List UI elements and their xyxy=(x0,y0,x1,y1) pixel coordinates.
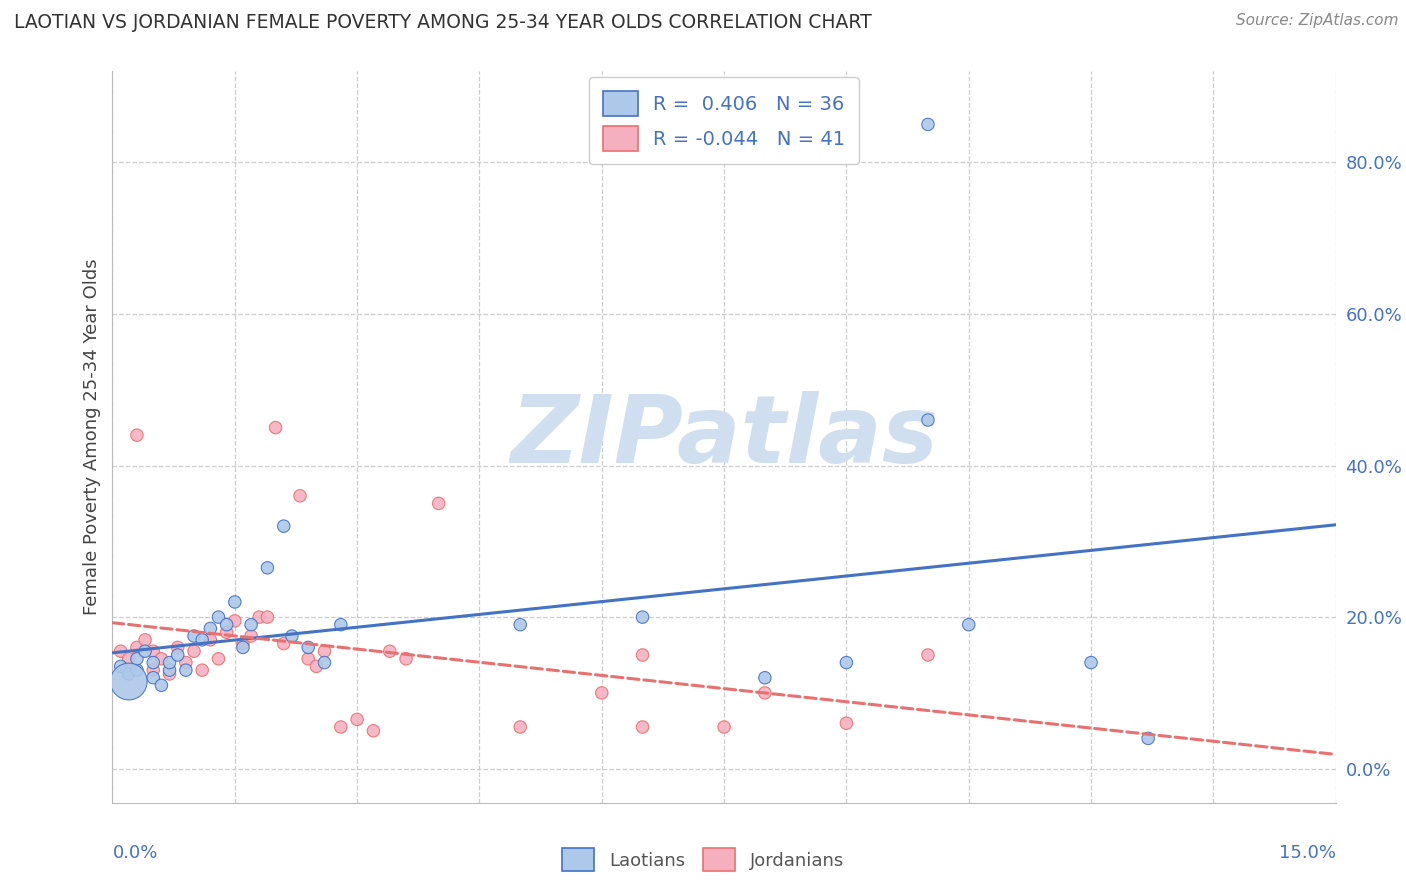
Point xyxy=(631,720,654,734)
Point xyxy=(207,610,229,624)
Legend: R =  0.406   N = 36, R = -0.044   N = 41: R = 0.406 N = 36, R = -0.044 N = 41 xyxy=(589,78,859,164)
Point xyxy=(363,723,385,738)
Point xyxy=(247,610,270,624)
Point xyxy=(134,632,156,647)
Point xyxy=(917,117,939,131)
Text: 0.0%: 0.0% xyxy=(112,845,157,863)
Point xyxy=(395,652,418,666)
Point xyxy=(142,656,165,670)
Text: Source: ZipAtlas.com: Source: ZipAtlas.com xyxy=(1236,13,1399,29)
Point xyxy=(314,644,336,658)
Point xyxy=(957,617,980,632)
Text: 15.0%: 15.0% xyxy=(1278,845,1336,863)
Point xyxy=(224,595,246,609)
Point xyxy=(142,671,165,685)
Point xyxy=(264,420,287,434)
Point xyxy=(288,489,311,503)
Point xyxy=(159,656,181,670)
Point xyxy=(134,644,156,658)
Point xyxy=(125,652,148,666)
Point xyxy=(166,640,188,655)
Point xyxy=(110,644,132,658)
Point xyxy=(329,617,352,632)
Point xyxy=(174,656,197,670)
Point xyxy=(174,663,197,677)
Point xyxy=(183,629,205,643)
Point xyxy=(200,622,222,636)
Point xyxy=(754,686,776,700)
Point xyxy=(591,686,613,700)
Point xyxy=(215,625,238,640)
Point xyxy=(207,652,229,666)
Point xyxy=(159,663,181,677)
Point xyxy=(281,629,304,643)
Point xyxy=(118,674,141,689)
Point xyxy=(118,652,141,666)
Point xyxy=(142,644,165,658)
Point xyxy=(297,640,319,655)
Point xyxy=(110,659,132,673)
Point xyxy=(1137,731,1160,746)
Point xyxy=(200,632,222,647)
Point xyxy=(150,652,173,666)
Point xyxy=(631,648,654,662)
Point xyxy=(835,656,858,670)
Point xyxy=(240,617,263,632)
Point xyxy=(240,629,263,643)
Point xyxy=(754,671,776,685)
Point xyxy=(509,720,531,734)
Text: ZIPatlas: ZIPatlas xyxy=(510,391,938,483)
Point xyxy=(125,663,148,677)
Point xyxy=(191,663,214,677)
Point xyxy=(1080,656,1102,670)
Y-axis label: Female Poverty Among 25-34 Year Olds: Female Poverty Among 25-34 Year Olds xyxy=(83,259,101,615)
Point xyxy=(183,644,205,658)
Point xyxy=(232,640,254,655)
Point xyxy=(215,617,238,632)
Point xyxy=(297,652,319,666)
Point xyxy=(314,656,336,670)
Point xyxy=(273,519,295,533)
Point xyxy=(305,659,328,673)
Point xyxy=(835,716,858,731)
Point xyxy=(224,614,246,628)
Legend: Laotians, Jordanians: Laotians, Jordanians xyxy=(554,841,852,879)
Point xyxy=(378,644,401,658)
Point xyxy=(713,720,735,734)
Point xyxy=(631,610,654,624)
Text: LAOTIAN VS JORDANIAN FEMALE POVERTY AMONG 25-34 YEAR OLDS CORRELATION CHART: LAOTIAN VS JORDANIAN FEMALE POVERTY AMON… xyxy=(14,13,872,32)
Point xyxy=(125,640,148,655)
Point xyxy=(159,667,181,681)
Point xyxy=(125,428,148,442)
Point xyxy=(509,617,531,632)
Point xyxy=(166,648,188,662)
Point xyxy=(917,648,939,662)
Point xyxy=(256,561,278,575)
Point xyxy=(427,496,450,510)
Point xyxy=(142,663,165,677)
Point xyxy=(273,637,295,651)
Point xyxy=(118,667,141,681)
Point xyxy=(191,632,214,647)
Point xyxy=(232,637,254,651)
Point xyxy=(917,413,939,427)
Point xyxy=(150,678,173,692)
Point xyxy=(329,720,352,734)
Point xyxy=(256,610,278,624)
Point xyxy=(346,713,368,727)
